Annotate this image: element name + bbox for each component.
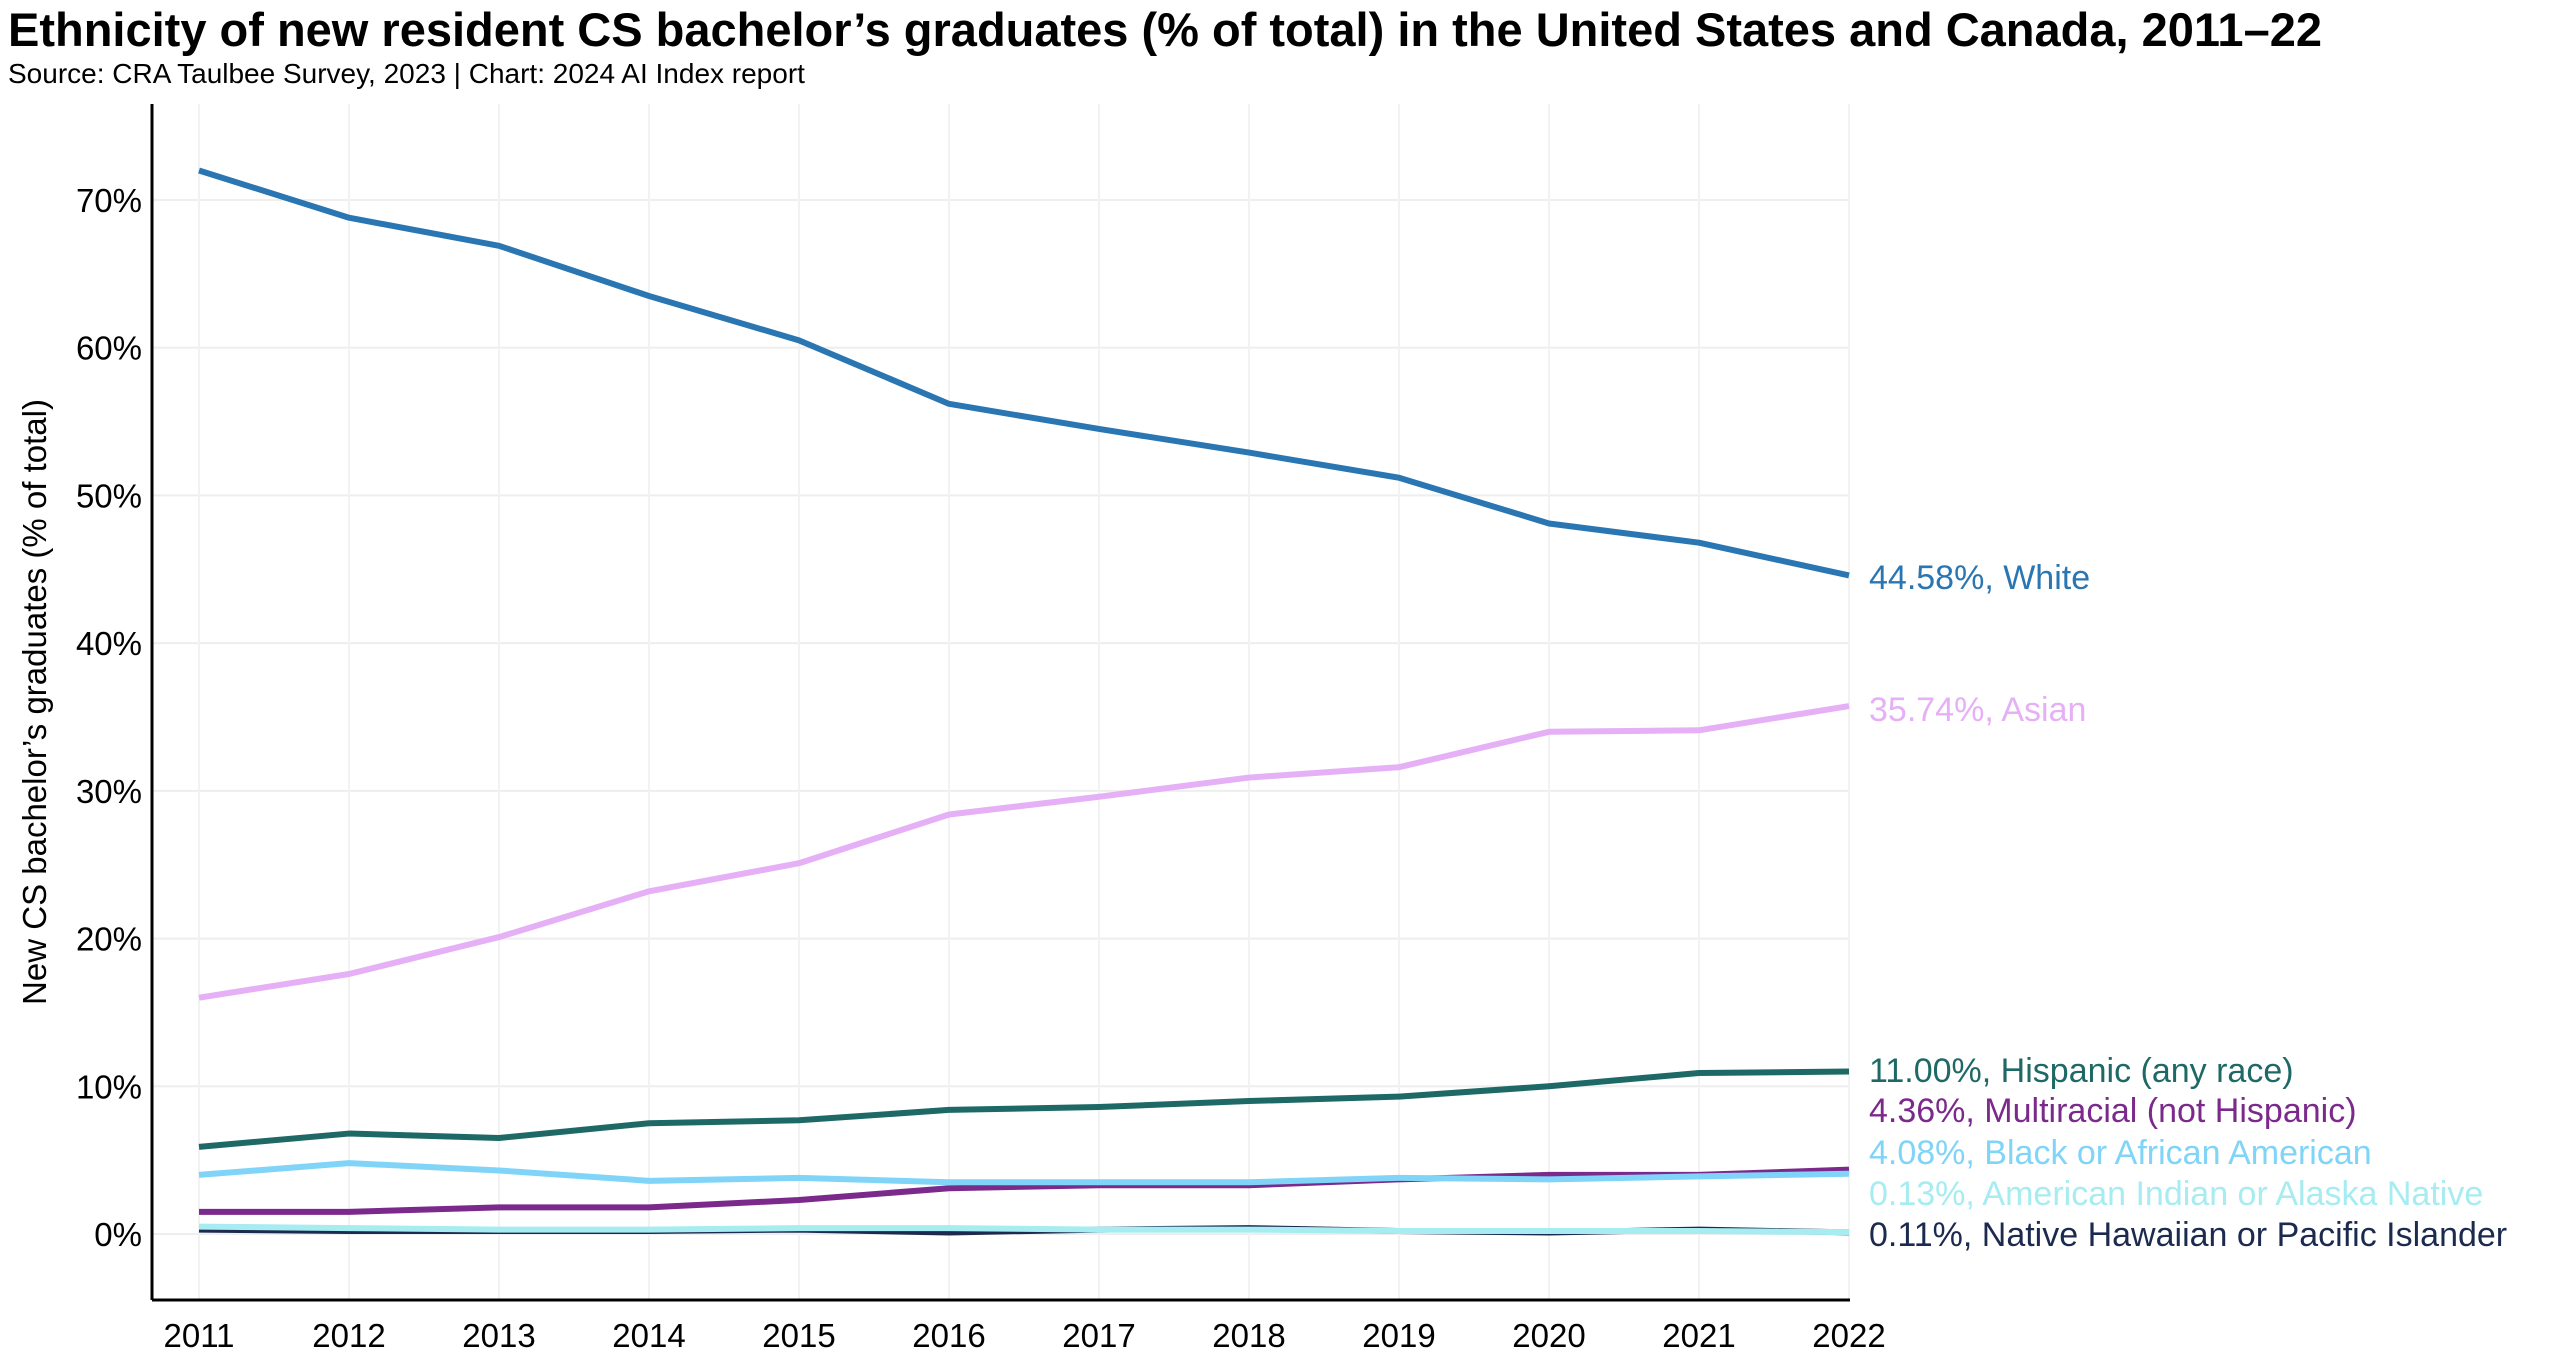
gridlines	[152, 104, 1850, 1300]
x-tick-label: 2022	[1812, 1317, 1885, 1354]
x-tick-label: 2015	[762, 1317, 835, 1354]
y-tick-label: 0%	[94, 1216, 142, 1253]
series-line-american-indian-or-alaska-native	[198, 1223, 1850, 1236]
x-tick-label: 2013	[462, 1317, 535, 1354]
series-label-native-hawaiian-or-pacific-islander: 0.11%, Native Hawaiian or Pacific Island…	[1869, 1216, 2507, 1254]
x-tick-label: 2020	[1512, 1317, 1585, 1354]
chart-title: Ethnicity of new resident CS bachelor’s …	[8, 3, 2322, 56]
x-tick-label: 2016	[912, 1317, 985, 1354]
series-labels: 44.58%, White 35.74%, Asian 11.00%, Hispan…	[1869, 559, 2507, 1254]
series-line-multiracial-not-hispanic	[199, 1166, 1850, 1215]
y-tick-label: 30%	[76, 773, 142, 810]
series-label-white: 44.58%, White	[1869, 559, 2090, 597]
y-tick-label: 20%	[76, 921, 142, 958]
x-tick-label: 2014	[612, 1317, 685, 1354]
y-tick-labels: 0% 10% 20% 30% 40% 50% 60% 70%	[76, 182, 142, 1253]
series-line-white	[198, 167, 1850, 579]
x-tick-label: 2011	[164, 1317, 235, 1354]
y-axis-label: New CS bachelor’s graduates (% of total)	[16, 399, 53, 1005]
series-label-hispanic-any-race: 11.00%, Hispanic (any race)	[1869, 1052, 2294, 1090]
series-lines	[198, 167, 1850, 1236]
x-tick-label: 2017	[1062, 1317, 1135, 1354]
y-tick-label: 10%	[76, 1068, 142, 1105]
series-label-multiracial-not-hispanic: 4.36%, Multiracial (not Hispanic)	[1869, 1092, 2357, 1130]
chart-subtitle: Source: CRA Taulbee Survey, 2023 | Chart…	[8, 58, 805, 89]
x-tick-label: 2018	[1212, 1317, 1285, 1354]
x-tick-label: 2021	[1662, 1317, 1735, 1354]
series-line-black-or-african-american	[198, 1160, 1850, 1186]
y-tick-label: 70%	[76, 182, 142, 219]
y-tick-label: 50%	[76, 477, 142, 514]
x-tick-labels: 2011 2012 2013 2014 2015 2016 2017 2018 2019 2020…	[164, 1317, 1886, 1354]
series-label-asian: 35.74%, Asian	[1869, 691, 2086, 729]
x-tick-label: 2012	[312, 1317, 385, 1354]
series-label-american-indian-or-alaska-native: 0.13%, American Indian or Alaska Native	[1869, 1175, 2483, 1213]
series-label-black-or-african-american: 4.08%, Black or African American	[1869, 1134, 2372, 1172]
series-line-asian	[198, 703, 1850, 1001]
y-tick-label: 60%	[76, 330, 142, 367]
x-tick-label: 2019	[1362, 1317, 1435, 1354]
series-line-hispanic-any-race	[198, 1068, 1850, 1150]
y-tick-label: 40%	[76, 625, 142, 662]
